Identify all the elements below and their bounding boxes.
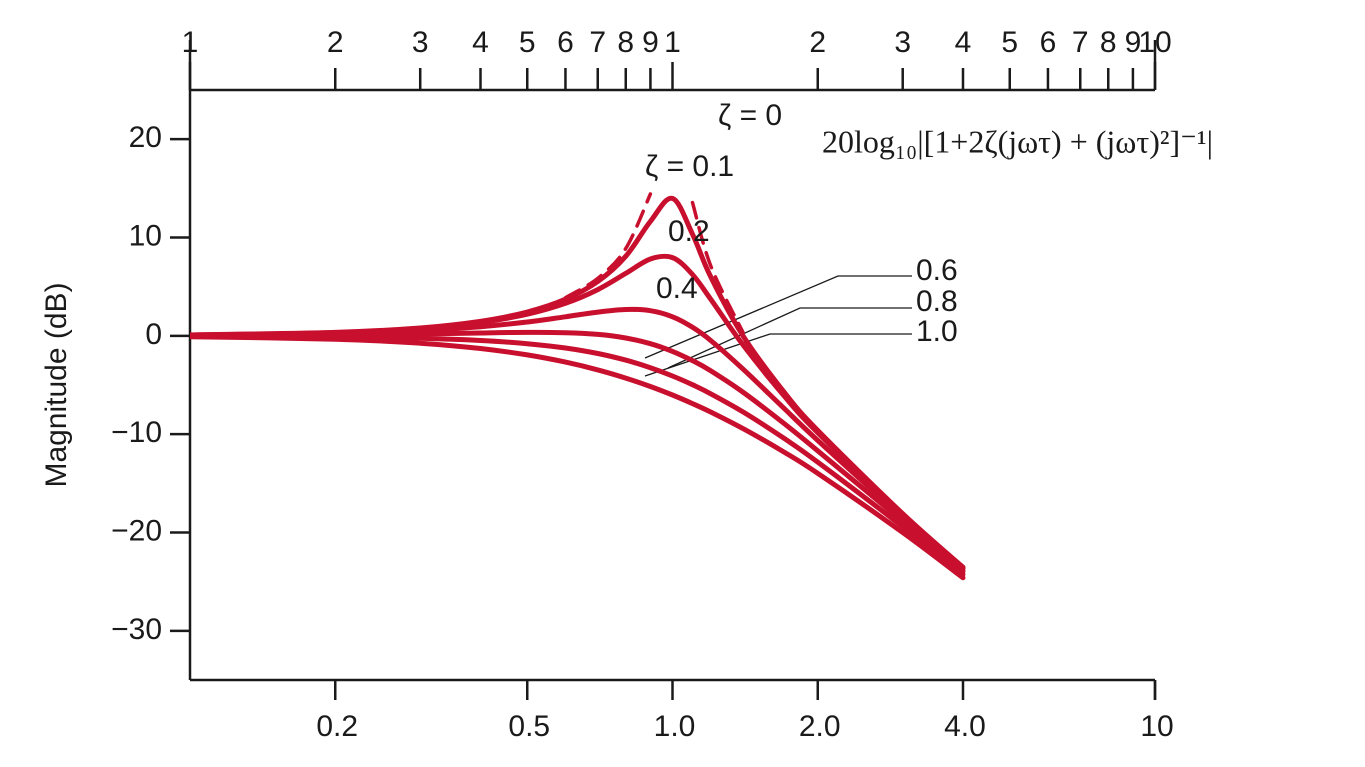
top-x-tick-label: 8 — [617, 26, 634, 59]
leader-line — [667, 307, 912, 369]
y-tick-label: 0 — [145, 318, 162, 351]
top-x-tick-label: 3 — [894, 26, 911, 59]
y-tick-label: −20 — [111, 514, 162, 547]
series-line — [190, 306, 966, 572]
x-tick-label: 0.5 — [508, 710, 550, 743]
series-line — [190, 195, 966, 570]
series-label: ζ = 0.1 — [645, 150, 734, 183]
top-x-tick-label: 7 — [1072, 26, 1089, 59]
series-label: 0.6 — [916, 254, 958, 287]
x-tick-label: 2.0 — [799, 710, 841, 743]
series-line — [190, 329, 966, 574]
top-x-tick-label: 4 — [472, 26, 489, 59]
top-x-tick-label: 10 — [1138, 26, 1171, 59]
y-tick-label: −10 — [111, 416, 162, 449]
top-x-tick-label: 8 — [1100, 26, 1117, 59]
formula-annotation: 20log₁₀|[1+2ζ(jωτ) + (jωτ)²]⁻¹| — [822, 123, 1213, 159]
series-label: ζ = 0 — [718, 99, 782, 132]
series-line — [190, 333, 966, 577]
x-tick-label: 4.0 — [944, 710, 986, 743]
top-x-tick-label: 1 — [182, 26, 199, 59]
top-x-tick-label: 2 — [327, 26, 344, 59]
leader-lines — [644, 275, 912, 377]
top-x-tick-label: 6 — [1040, 26, 1057, 59]
top-x-tick-label: 5 — [1001, 26, 1018, 59]
top-x-tick-label: 9 — [1125, 26, 1142, 59]
leader-line — [644, 275, 912, 359]
top-x-tick-label: 2 — [809, 26, 826, 59]
top-x-tick-label: 6 — [557, 26, 574, 59]
series-label: 0.2 — [668, 215, 710, 248]
leader-line — [644, 333, 912, 377]
top-x-tick-label: 7 — [589, 26, 606, 59]
y-tick-label: −30 — [111, 613, 162, 646]
x-tick-label: 10 — [1140, 710, 1173, 743]
x-tick-label: 1.0 — [654, 710, 696, 743]
top-x-tick-label: 9 — [642, 26, 659, 59]
y-axis-title: Magnitude (dB) — [40, 282, 73, 487]
top-x-tick-label: 5 — [519, 26, 536, 59]
top-x-tick-label: 4 — [955, 26, 972, 59]
top-x-tick-label: 3 — [412, 26, 429, 59]
y-tick-label: 20 — [129, 121, 162, 154]
y-tick-label: 10 — [129, 219, 162, 252]
series-line — [190, 334, 966, 581]
top-x-tick-label: 1 — [664, 26, 681, 59]
plot-area — [190, 192, 966, 581]
series-label: 0.4 — [656, 272, 698, 305]
series-label: 0.8 — [916, 285, 958, 318]
series-line — [190, 253, 966, 571]
x-tick-label: 0.2 — [316, 710, 358, 743]
series-label: 1.0 — [916, 315, 958, 348]
